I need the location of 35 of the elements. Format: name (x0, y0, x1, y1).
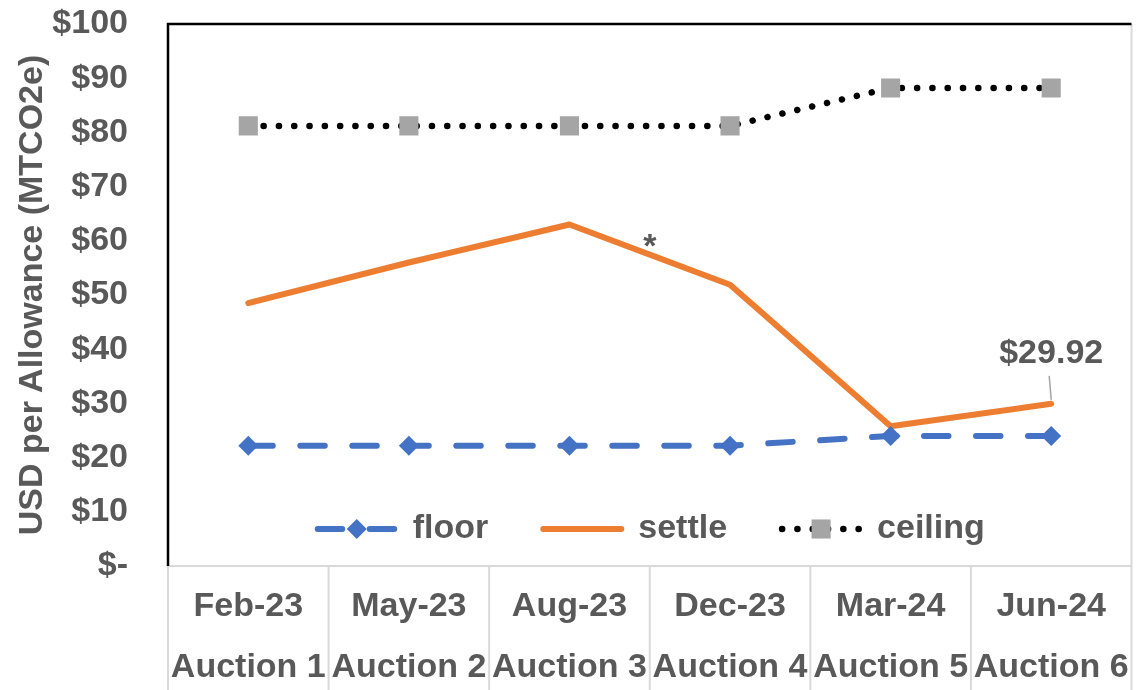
y-tick-label: $70 (71, 164, 128, 203)
y-tick-label: $10 (71, 490, 128, 529)
x-tick-label: Mar-24 Auction 5 (813, 584, 969, 684)
legend-label: floor (412, 507, 489, 546)
y-tick-label: $40 (71, 327, 128, 366)
point (398, 435, 419, 456)
x-tick-label: Aug-23 Auction 3 (492, 584, 647, 684)
y-axis-title: USD per Allowance (MTCO2e) (10, 54, 49, 536)
annotation: * (643, 226, 658, 265)
point (1041, 78, 1061, 98)
x-tick-label: Feb-23 Auction 1 (170, 584, 326, 684)
x-tick-label: May-23 Auction 2 (331, 584, 487, 684)
legend-label: ceiling (877, 507, 985, 546)
point (720, 435, 741, 456)
y-tick-label: $90 (71, 56, 128, 95)
y-tick-label: $80 (71, 110, 128, 149)
point (238, 116, 258, 136)
point (881, 78, 901, 98)
point (559, 116, 579, 136)
x-tick-label: Dec-23 Auction 4 (652, 584, 808, 684)
y-tick-label: $50 (71, 273, 128, 312)
y-tick-label: $60 (71, 219, 128, 258)
point (1041, 425, 1062, 446)
point (238, 435, 259, 456)
point (720, 116, 740, 136)
x-tick-label: Jun-24 Auction 6 (973, 584, 1129, 684)
y-tick-label: $- (97, 544, 128, 583)
y-tick-label: $30 (71, 381, 128, 420)
point (559, 435, 580, 456)
y-tick-label: $20 (71, 435, 128, 474)
legend-label: settle (638, 507, 728, 546)
y-tick-label: $100 (52, 2, 128, 41)
point (880, 425, 901, 446)
data-label: $29.92 (999, 332, 1104, 371)
point (399, 116, 419, 136)
